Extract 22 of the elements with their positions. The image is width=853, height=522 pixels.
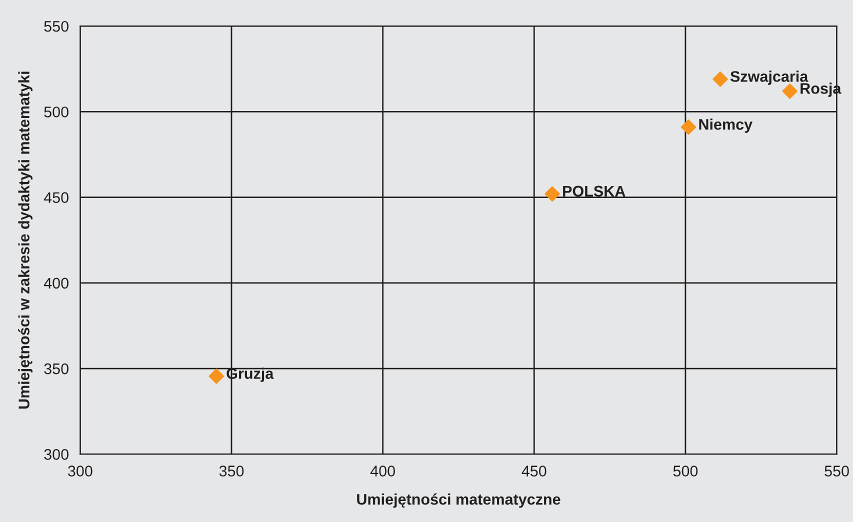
point: [782, 84, 798, 99]
annotation: Niemcy: [699, 118, 752, 133]
x-tick-label: 450: [522, 466, 546, 476]
point: [544, 186, 560, 202]
point: [680, 119, 696, 135]
y-tick-label: 550: [44, 20, 68, 32]
point: [712, 72, 728, 87]
y-tick-label: 300: [44, 449, 68, 460]
x-tick-label: 300: [68, 466, 92, 476]
x-axis-title: Umiejętności matematyczne: [357, 493, 560, 508]
annotation: POLSKA: [563, 186, 626, 197]
x-tick-label: 350: [219, 466, 244, 476]
y-tick-label: 400: [44, 278, 68, 289]
point: [208, 368, 224, 384]
x-tick-label: 550: [824, 466, 849, 476]
annotation: Szwajcaria: [730, 70, 808, 85]
y-tick-label: 450: [44, 192, 68, 203]
x-tick-label: 400: [370, 466, 395, 476]
x-tick-label: 500: [673, 466, 698, 476]
y-axis-title: Umiejętności w zakresie dydaktyki matematyki: [18, 72, 32, 409]
y-tick-label: 350: [44, 363, 68, 374]
y-tick-label: 500: [44, 106, 68, 118]
